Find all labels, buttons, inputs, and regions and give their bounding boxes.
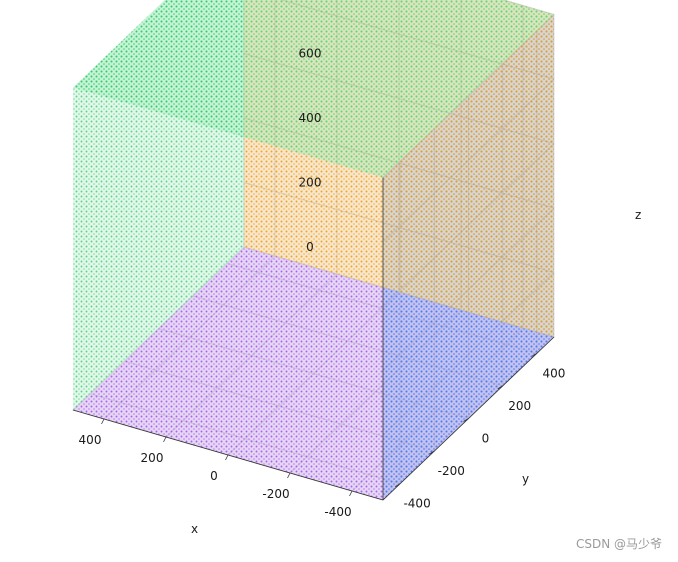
x-tick-mark (163, 436, 167, 443)
x-tick-label: -200 (262, 487, 289, 501)
scatter-face (73, 0, 244, 410)
z-tick-label: 600 (299, 47, 322, 61)
y-tick-label: 200 (508, 399, 531, 413)
y-tick-label: 0 (482, 432, 490, 446)
x-tick-label: 200 (141, 451, 164, 465)
watermark-text: CSDN @马少爷 (575, 537, 662, 551)
z-tick-label: 0 (306, 240, 314, 254)
y-tick-label: -200 (438, 464, 465, 478)
y-tick-label: 400 (542, 366, 565, 380)
z-tick-label: 400 (299, 111, 322, 125)
z-axis-label: z (635, 208, 641, 222)
x-tick-mark (225, 454, 229, 461)
y-tick-mark (429, 450, 435, 455)
z-tick-label: 200 (299, 176, 322, 190)
x-tick-mark (287, 472, 291, 479)
point-faces (73, 0, 554, 500)
y-tick-label: -400 (403, 497, 430, 511)
x-tick-label: -400 (324, 505, 351, 519)
y-tick-mark (394, 483, 401, 488)
y-tick-mark (463, 418, 469, 422)
y-tick-mark (531, 352, 538, 357)
y-axis-label: y (522, 472, 529, 486)
x-tick-mark (349, 490, 353, 497)
x-tick-mark (101, 418, 105, 425)
y-tick-mark (497, 385, 503, 390)
tick-labels: -400 -200 0 200 400 -400 -200 0 200 400 0 200 400 600… (72, 47, 565, 519)
x-tick-label: 0 (210, 469, 218, 483)
x-axis-label: x (191, 522, 198, 536)
x-tick-label: 400 (79, 433, 102, 447)
